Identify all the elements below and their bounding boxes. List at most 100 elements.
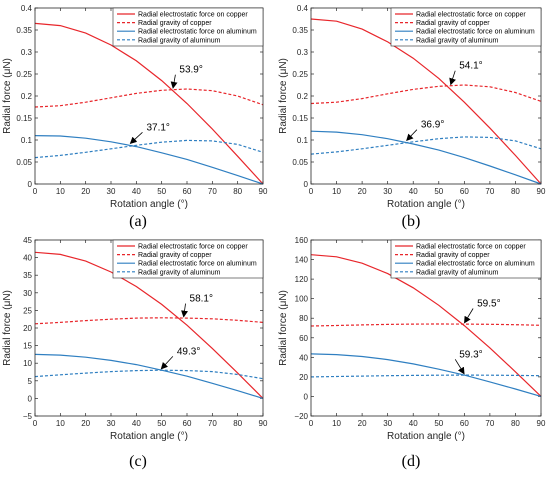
x-tick-label: 10 bbox=[56, 187, 65, 196]
series-line-2 bbox=[34, 317, 264, 325]
annotation-arrow bbox=[449, 70, 456, 86]
x-tick-label: 50 bbox=[157, 187, 166, 196]
y-tick-label: 0.35 bbox=[16, 26, 32, 35]
x-tick-label: 0 bbox=[309, 419, 314, 428]
legend-entry: Radial electrostatic force on copper bbox=[138, 12, 248, 19]
x-tick-label: 30 bbox=[107, 419, 116, 428]
legend: Radial electrostatic force on copper Radi… bbox=[390, 239, 542, 279]
y-tick-label: 80 bbox=[299, 314, 308, 323]
y-tick-label: −20 bbox=[294, 412, 308, 421]
x-tick-label: 90 bbox=[537, 187, 546, 196]
y-tick-label: 0.35 bbox=[292, 26, 308, 35]
y-tick-label: 0.15 bbox=[292, 114, 308, 123]
y-tick-label: 25 bbox=[23, 306, 32, 315]
series-line-4 bbox=[310, 374, 542, 378]
legend-entry: Radial electrostatic force on copper bbox=[416, 12, 526, 19]
x-tick-label: 20 bbox=[81, 187, 90, 196]
x-tick-label: 0 bbox=[309, 187, 314, 196]
series-line-3 bbox=[34, 135, 264, 185]
annotation-label: 37.1° bbox=[146, 122, 169, 133]
series-line-4 bbox=[310, 136, 542, 155]
legend-entry: Radial gravity of copper bbox=[138, 20, 212, 27]
legend-entry: Radial gravity of aluminum bbox=[416, 37, 499, 44]
x-tick-label: 50 bbox=[434, 187, 443, 196]
y-tick-label: 0.4 bbox=[297, 4, 309, 13]
legend: Radial electrostatic force on copperRadi… bbox=[390, 7, 542, 47]
y-tick-label: 0.25 bbox=[292, 70, 308, 79]
annotation-arrow bbox=[464, 308, 474, 324]
x-tick-label: 70 bbox=[208, 187, 217, 196]
y-tick-label: 100 bbox=[295, 295, 309, 304]
x-tick-label: 0 bbox=[33, 187, 38, 196]
y-tick-label: 35 bbox=[23, 271, 32, 280]
y-tick-label: 120 bbox=[295, 275, 309, 284]
y-tick-label: 0.3 bbox=[297, 48, 309, 57]
y-tick-label: 5 bbox=[28, 377, 33, 386]
y-tick-label: 140 bbox=[295, 256, 309, 265]
y-tick-label: 0.4 bbox=[21, 4, 33, 13]
x-tick-label: 70 bbox=[485, 419, 494, 428]
panel-caption: (b) bbox=[402, 213, 421, 230]
x-tick-label: 30 bbox=[383, 187, 392, 196]
x-axis-label: Rotation angle (°) bbox=[387, 199, 465, 210]
legend-entry: Radial electrostatic force on aluminum bbox=[138, 29, 257, 36]
x-tick-label: 80 bbox=[511, 419, 520, 428]
x-tick-label: 10 bbox=[332, 187, 341, 196]
annotation-label: 36.9° bbox=[421, 120, 444, 131]
legend-entry: Radial electrostatic force on copper bbox=[138, 244, 248, 251]
legend-entry: Radial electrostatic force on copper bbox=[416, 244, 526, 251]
legend-entry: Radial electrostatic force on aluminum bbox=[416, 29, 535, 36]
annotation-label: 59.5° bbox=[477, 298, 500, 309]
chart-panel-a: 0 10 20 30 40 50 60 70 80 90 0 0.05 0.1 0.15 0.2 0.25 0.… bbox=[2, 4, 268, 230]
x-tick-label: 80 bbox=[233, 419, 242, 428]
series-line-3 bbox=[310, 130, 542, 185]
y-tick-label: 0.2 bbox=[21, 92, 33, 101]
legend-entry: Radial gravity of aluminum bbox=[138, 37, 221, 44]
x-tick-label: 40 bbox=[409, 187, 418, 196]
legend-box bbox=[390, 239, 542, 279]
legend-box bbox=[390, 7, 542, 47]
y-tick-label: 0.3 bbox=[21, 48, 33, 57]
x-axis-label: Rotation angle (°) bbox=[110, 431, 188, 442]
series-line-2 bbox=[34, 88, 264, 108]
panel-caption: (a) bbox=[129, 213, 147, 230]
y-tick-label: 0.05 bbox=[16, 158, 32, 167]
annotation-label: 59.3° bbox=[459, 349, 482, 360]
x-tick-label: 20 bbox=[81, 419, 90, 428]
series-line-4 bbox=[34, 139, 264, 159]
legend: Radial electrostatic force on copperRadi… bbox=[112, 7, 264, 47]
y-tick-label: 0 bbox=[28, 394, 33, 403]
x-tick-label: 40 bbox=[132, 419, 141, 428]
series-line-3 bbox=[34, 353, 264, 399]
x-tick-label: 80 bbox=[233, 187, 242, 196]
y-axis-label: Radial force (μN) bbox=[2, 58, 13, 134]
legend-entry: Radial gravity of copper bbox=[416, 20, 490, 27]
x-tick-label: 10 bbox=[56, 419, 65, 428]
legend-entry: Radial electrostatic force on aluminum bbox=[138, 261, 257, 268]
legend-box bbox=[112, 239, 264, 279]
x-tick-label: 90 bbox=[259, 419, 268, 428]
x-tick-label: 60 bbox=[183, 187, 192, 196]
annotation-label: 49.3° bbox=[177, 346, 200, 357]
x-tick-label: 60 bbox=[183, 419, 192, 428]
y-axis-label: Radial force (μN) bbox=[278, 290, 289, 366]
y-tick-label: 10 bbox=[23, 359, 32, 368]
legend-box bbox=[112, 7, 264, 47]
y-tick-label: −5 bbox=[23, 412, 33, 421]
y-tick-label: 20 bbox=[299, 373, 308, 382]
annotation-arrow bbox=[170, 74, 178, 89]
x-tick-label: 90 bbox=[259, 187, 268, 196]
y-tick-label: 0.1 bbox=[297, 136, 309, 145]
x-tick-label: 10 bbox=[332, 419, 341, 428]
panel-caption: (d) bbox=[402, 453, 421, 470]
legend-entry: Radial gravity of aluminum bbox=[416, 269, 499, 276]
x-tick-label: 30 bbox=[107, 187, 116, 196]
y-tick-label: 15 bbox=[23, 342, 32, 351]
annotation-arrow bbox=[129, 132, 143, 145]
x-tick-label: 40 bbox=[132, 187, 141, 196]
x-tick-label: 60 bbox=[460, 419, 469, 428]
y-tick-label: 0 bbox=[28, 180, 33, 189]
y-axis-label: Radial force (μN) bbox=[2, 290, 13, 366]
annotation-label: 58.1° bbox=[190, 294, 213, 305]
